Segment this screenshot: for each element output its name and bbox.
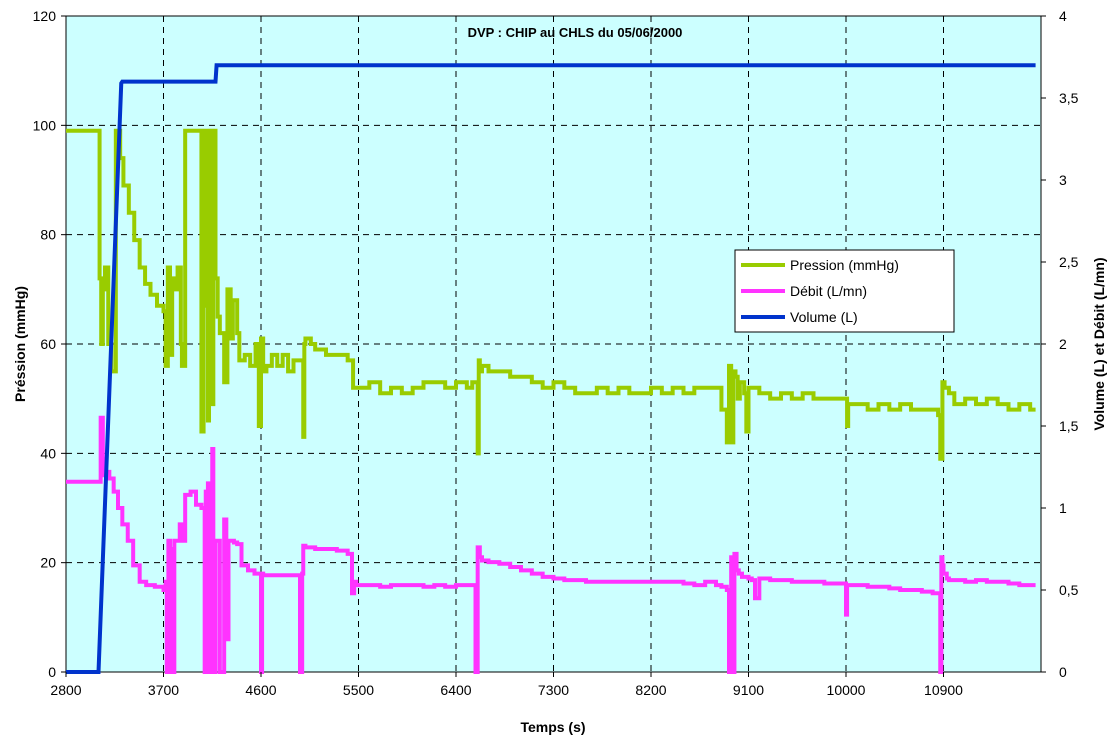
y-left-tick-label: 40 bbox=[40, 445, 56, 461]
gridlines bbox=[66, 16, 1041, 672]
chart-title: DVP : CHIP au CHLS du 05/06/2000 bbox=[468, 25, 683, 40]
axes: 2800 3700 4600 5500 6400 7300 8200 9100 10000 109… bbox=[33, 8, 1079, 698]
legend: Pression (mmHg) Débit (L/mn) Volume (L) bbox=[734, 249, 955, 333]
y-left-tick-label: 80 bbox=[40, 227, 56, 243]
x-tick-label: 10000 bbox=[827, 682, 866, 698]
y-left-tick-label: 60 bbox=[40, 336, 56, 352]
y-right-tick-label: 3,5 bbox=[1059, 90, 1079, 106]
y-right-tick-label: 2,5 bbox=[1059, 254, 1079, 270]
series-volume-line bbox=[66, 63, 1036, 674]
y-right-tick-label: 0,5 bbox=[1059, 582, 1079, 598]
y-left-axis-title: Préssion (mmHg) bbox=[12, 286, 28, 402]
y-right-tick-label: 2 bbox=[1059, 336, 1067, 352]
x-tick-label: 8200 bbox=[635, 682, 666, 698]
x-tick-label: 6400 bbox=[440, 682, 471, 698]
x-tick-label: 7300 bbox=[538, 682, 569, 698]
y-left-tick-label: 20 bbox=[40, 555, 56, 571]
y-right-tick-label: 1 bbox=[1059, 500, 1067, 516]
x-tick-label: 10900 bbox=[924, 682, 963, 698]
y-right-tick-label: 3 bbox=[1059, 172, 1067, 188]
series-debit-line bbox=[66, 415, 1036, 674]
y-right-tick-label: 1,5 bbox=[1059, 418, 1079, 434]
x-tick-label: 2800 bbox=[50, 682, 81, 698]
series-layer bbox=[66, 63, 1036, 674]
x-tick-label: 4600 bbox=[245, 682, 276, 698]
y-left-tick-label: 0 bbox=[48, 664, 56, 680]
x-axis-title: Temps (s) bbox=[520, 719, 585, 735]
y-right-tick-label: 4 bbox=[1059, 8, 1067, 24]
x-tick-label: 3700 bbox=[148, 682, 179, 698]
y-left-tick-label: 100 bbox=[33, 117, 57, 133]
legend-label-pression: Pression (mmHg) bbox=[790, 257, 899, 273]
y-right-axis-title: Volume (L) et Débit (L/mn) bbox=[1091, 257, 1107, 430]
series-pression-line bbox=[66, 128, 1036, 461]
y-left-tick-label: 120 bbox=[33, 8, 57, 24]
legend-label-volume: Volume (L) bbox=[790, 309, 858, 325]
legend-label-debit: Débit (L/mn) bbox=[790, 283, 867, 299]
x-tick-label: 9100 bbox=[733, 682, 764, 698]
y-right-tick-label: 0 bbox=[1059, 664, 1067, 680]
x-tick-label: 5500 bbox=[343, 682, 374, 698]
